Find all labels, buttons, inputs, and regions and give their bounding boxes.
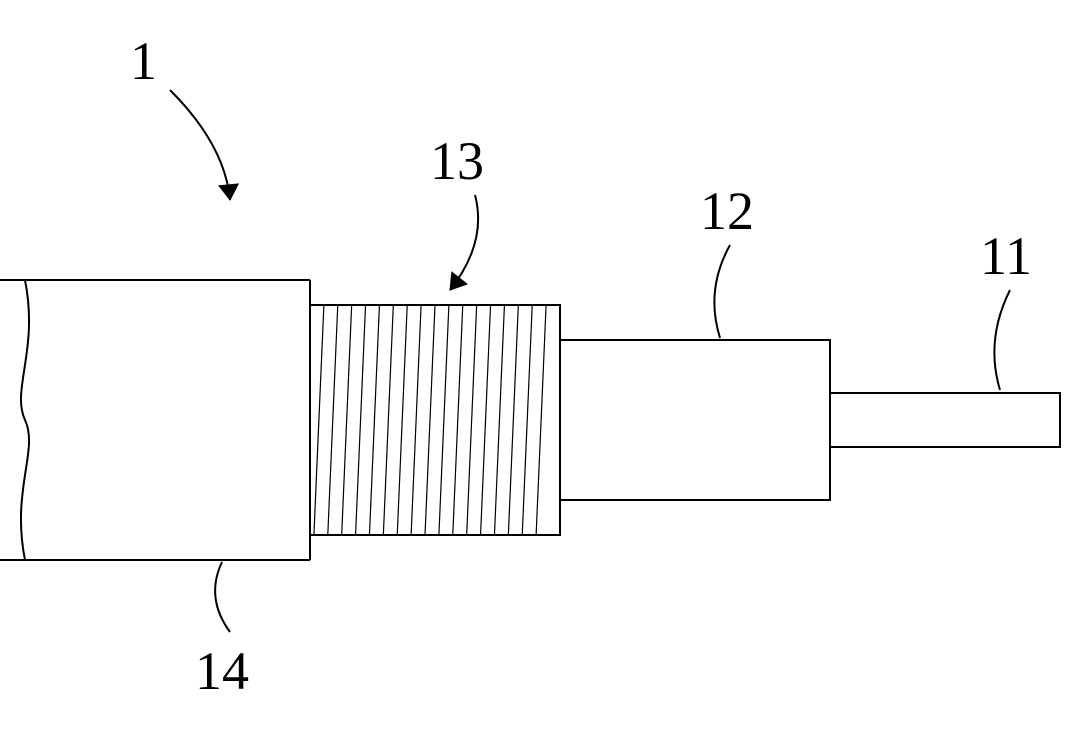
label-dielectric: 12: [700, 180, 754, 242]
label-braid: 13: [430, 130, 484, 192]
label-assembly: 1: [130, 30, 157, 92]
cable-diagram: [0, 0, 1084, 731]
label-jacket: 14: [195, 640, 249, 702]
label-conductor: 11: [980, 225, 1032, 287]
